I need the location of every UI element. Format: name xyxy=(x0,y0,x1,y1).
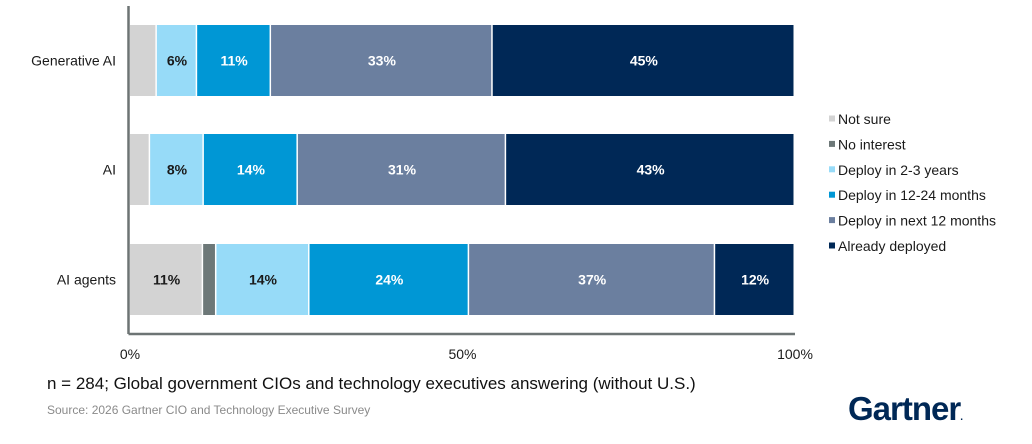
bar-segment xyxy=(297,134,505,205)
legend-label: Deploy in 12-24 months xyxy=(838,187,986,203)
bar-segment xyxy=(130,244,202,315)
legend-swatch xyxy=(829,166,835,173)
bar-segment xyxy=(506,134,794,205)
legend-label: No interest xyxy=(838,136,906,152)
source-note: Source: 2026 Gartner CIO and Technology … xyxy=(47,403,371,417)
bar-data-label: 11% xyxy=(220,53,248,69)
bar-segment xyxy=(156,25,196,96)
legend-swatch xyxy=(829,191,835,198)
legend-swatch xyxy=(829,242,835,249)
bar-segment xyxy=(715,244,794,315)
bar-segment xyxy=(130,134,149,205)
bar-segment xyxy=(150,134,203,205)
bar-segment xyxy=(469,244,714,315)
bar-data-label: 8% xyxy=(167,162,188,178)
bar-segment xyxy=(309,244,468,315)
bar-segment xyxy=(216,244,309,315)
bar-data-label: 31% xyxy=(388,162,417,178)
category-label: Generative AI xyxy=(31,53,116,69)
x-tick-label: 100% xyxy=(777,346,813,362)
bar-data-label: 37% xyxy=(578,272,607,288)
bar-segment xyxy=(203,134,297,205)
bar-data-label: 24% xyxy=(375,272,404,288)
legend-label: Deploy in 2-3 years xyxy=(838,162,959,178)
bar-data-label: 14% xyxy=(237,162,266,178)
sample-note: n = 284; Global government CIOs and tech… xyxy=(47,374,696,393)
legend-swatch xyxy=(829,140,835,147)
legend-label: Already deployed xyxy=(838,238,946,254)
bar-data-label: 45% xyxy=(630,53,659,69)
legend: Not sure No interest Deploy in 2-3 years De… xyxy=(829,111,996,254)
gartner-logo: Gartner. xyxy=(848,390,963,428)
bars-layer: 6% 11% 33% 45% 8% 14% 31% 43% 11% 14% 24% 37% 12% xyxy=(130,25,794,315)
x-tick-label: 50% xyxy=(448,346,476,362)
category-labels: Generative AI AI AI agents xyxy=(31,53,116,288)
legend-swatch xyxy=(829,217,835,224)
bar-data-label: 14% xyxy=(249,272,278,288)
logo-text: Gartner xyxy=(848,390,961,427)
bar-segment xyxy=(271,25,492,96)
legend-label: Not sure xyxy=(838,111,891,127)
bar-segment xyxy=(492,25,794,96)
x-tick-label: 0% xyxy=(120,346,140,362)
legend-swatch xyxy=(829,115,835,122)
bar-data-label: 43% xyxy=(637,162,666,178)
x-tick-labels: 0% 50% 100% xyxy=(120,346,813,362)
bar-segment xyxy=(203,244,215,315)
bar-data-label: 12% xyxy=(741,272,770,288)
legend-label: Deploy in next 12 months xyxy=(838,213,996,229)
bar-segment xyxy=(197,25,270,96)
bar-data-label: 6% xyxy=(167,53,188,69)
bar-data-label: 33% xyxy=(368,53,397,69)
category-label: AI xyxy=(103,162,116,178)
bar-data-label: 11% xyxy=(153,272,181,288)
category-label: AI agents xyxy=(57,272,116,288)
bar-segment xyxy=(130,25,156,96)
logo-mark: . xyxy=(960,412,963,423)
stacked-bar-chart: 6% 11% 33% 45% 8% 14% 31% 43% 11% 14% 24% 37% 12% Ge… xyxy=(31,6,996,362)
